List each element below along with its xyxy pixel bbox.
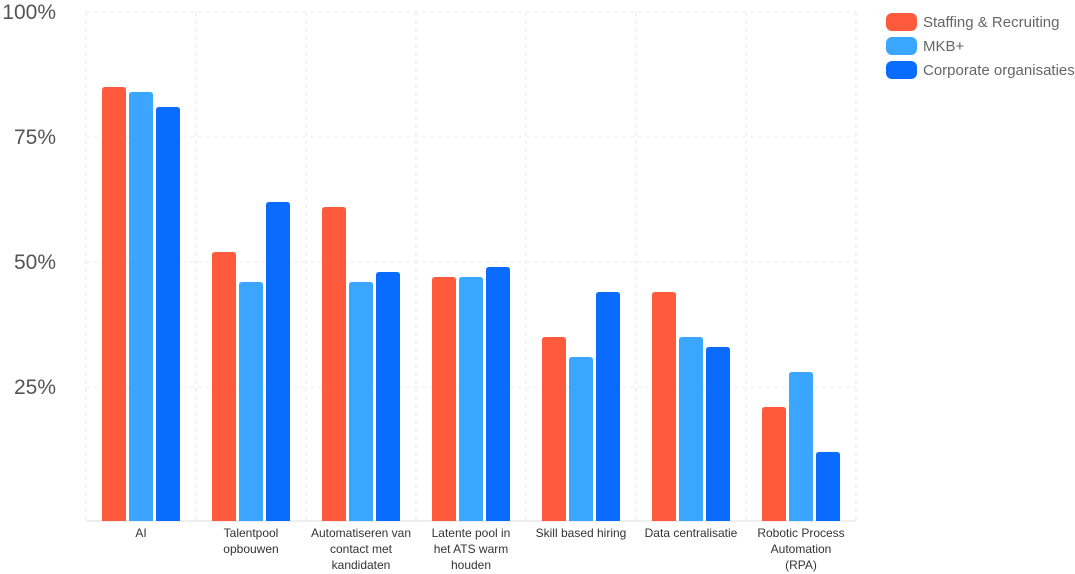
x-tick-label: Skill based hiring: [536, 526, 627, 540]
bar: [816, 452, 840, 521]
bar: [486, 267, 510, 521]
bar: [129, 92, 153, 521]
legend-label: Corporate organisaties: [923, 61, 1075, 79]
legend-item[interactable]: Staffing & Recruiting: [886, 10, 1075, 34]
y-axis-ticks: 25% 50% 75% 100%: [2, 1, 56, 399]
bar: [596, 292, 620, 521]
bars: [102, 87, 840, 521]
y-tick-label: 25%: [14, 376, 56, 399]
bar: [706, 347, 730, 521]
legend-label: Staffing & Recruiting: [923, 13, 1060, 31]
bar: [542, 337, 566, 521]
bar: [349, 282, 373, 521]
bar: [679, 337, 703, 521]
legend-swatch: [886, 13, 917, 31]
legend-swatch: [886, 61, 917, 79]
bar: [432, 277, 456, 521]
bar: [762, 407, 786, 521]
bar: [459, 277, 483, 521]
x-tick-label: Data centralisatie: [645, 526, 738, 540]
bar: [239, 282, 263, 521]
bar: [789, 372, 813, 521]
x-tick-label: Robotic Process Automation (RPA): [757, 526, 844, 572]
x-axis-ticks: AI Talentpool opbouwen Automatiseren van con…: [135, 526, 844, 572]
legend-label: MKB+: [923, 37, 965, 55]
legend-item[interactable]: Corporate organisaties: [886, 58, 1075, 82]
bar: [376, 272, 400, 521]
y-tick-label: 100%: [2, 1, 56, 24]
x-tick-label: Automatiseren van contact met kandidaten: [311, 526, 411, 572]
bar: [322, 207, 346, 521]
x-tick-label: Latente pool in het ATS warm houden: [432, 526, 511, 572]
legend: Staffing & Recruiting MKB+ Corporate organ…: [886, 10, 1075, 82]
bar: [266, 202, 290, 521]
bar: [212, 252, 236, 521]
bar: [156, 107, 180, 521]
legend-swatch: [886, 37, 917, 55]
x-tick-label: AI: [135, 526, 146, 540]
y-tick-label: 50%: [14, 251, 56, 274]
bar: [652, 292, 676, 521]
legend-item[interactable]: MKB+: [886, 34, 1075, 58]
y-tick-label: 75%: [14, 126, 56, 149]
bar: [569, 357, 593, 521]
x-tick-label: Talentpool opbouwen: [223, 526, 278, 556]
bar: [102, 87, 126, 521]
